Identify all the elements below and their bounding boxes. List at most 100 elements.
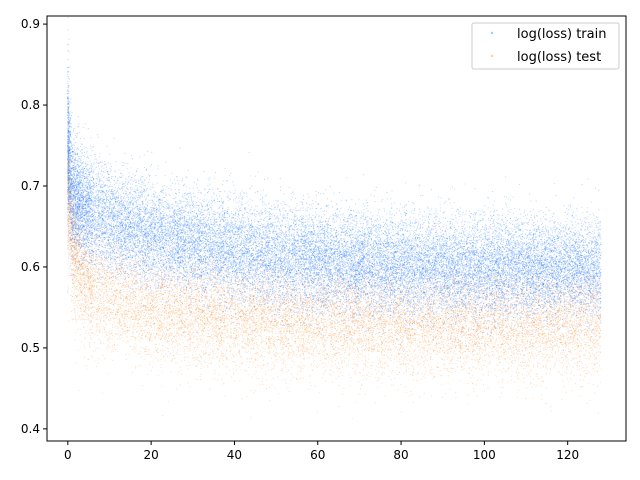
data-point [262, 378, 263, 379]
data-point [176, 352, 177, 353]
data-point [425, 321, 426, 322]
data-point [331, 312, 332, 313]
data-point [321, 332, 322, 333]
data-point [373, 331, 374, 332]
data-point [458, 332, 459, 333]
data-point [384, 335, 385, 336]
data-point [570, 324, 571, 325]
data-point [197, 338, 198, 339]
data-point [88, 292, 89, 293]
data-point [480, 355, 481, 356]
data-point [184, 330, 185, 331]
data-point [505, 338, 506, 339]
data-point [154, 295, 155, 296]
data-point [151, 333, 152, 334]
data-point [181, 334, 182, 335]
data-point [167, 324, 168, 325]
data-point [410, 354, 411, 355]
data-point [371, 365, 372, 366]
data-point [592, 369, 593, 370]
data-point [413, 320, 414, 321]
data-point [155, 347, 156, 348]
data-point [215, 328, 216, 329]
data-point [483, 338, 484, 339]
data-point [155, 303, 156, 304]
data-point [165, 318, 166, 319]
data-point [501, 372, 502, 373]
data-point [339, 385, 340, 386]
data-point [556, 322, 557, 323]
data-point [272, 317, 273, 318]
data-point [338, 376, 339, 377]
data-point [276, 303, 277, 304]
data-point [456, 322, 457, 323]
data-point [231, 358, 232, 359]
data-point [293, 331, 294, 332]
data-point [494, 296, 495, 297]
data-point [423, 340, 424, 341]
data-point [519, 323, 520, 324]
data-point [79, 299, 80, 300]
data-point [338, 317, 339, 318]
data-point [464, 351, 465, 352]
data-point [247, 358, 248, 359]
data-point [317, 331, 318, 332]
data-point [196, 331, 197, 332]
data-point [588, 358, 589, 359]
data-point [258, 378, 259, 379]
data-point [472, 336, 473, 337]
data-point [525, 292, 526, 293]
data-point [550, 354, 551, 355]
data-point [199, 287, 200, 288]
data-point [78, 293, 79, 294]
data-point [87, 295, 88, 296]
data-point [246, 359, 247, 360]
data-point [232, 343, 233, 344]
data-point [302, 327, 303, 328]
data-point [304, 335, 305, 336]
data-point [259, 329, 260, 330]
data-point [566, 329, 567, 330]
data-point [281, 278, 282, 279]
data-point [282, 316, 283, 317]
data-point [309, 281, 310, 282]
data-point [360, 373, 361, 374]
data-point [183, 297, 184, 298]
data-point [256, 286, 257, 287]
data-point [352, 368, 353, 369]
data-point [106, 293, 107, 294]
data-point [368, 344, 369, 345]
data-point [291, 285, 292, 286]
data-point [288, 349, 289, 350]
data-point [145, 302, 146, 303]
data-point [413, 334, 414, 335]
data-point [179, 271, 180, 272]
data-point [465, 290, 466, 291]
data-point [485, 348, 486, 349]
data-point [265, 283, 266, 284]
data-point [295, 330, 296, 331]
data-point [76, 281, 77, 282]
data-point [415, 345, 416, 346]
data-point [211, 295, 212, 296]
data-point [510, 332, 511, 333]
data-point [153, 320, 154, 321]
data-point [436, 300, 437, 301]
data-point [448, 311, 449, 312]
data-point [424, 319, 425, 320]
data-point [146, 351, 147, 352]
data-point [78, 329, 79, 330]
data-point [353, 348, 354, 349]
data-point [144, 309, 145, 310]
data-point [383, 316, 384, 317]
data-point [179, 337, 180, 338]
data-point [178, 273, 179, 274]
data-point [437, 327, 438, 328]
data-point [100, 329, 101, 330]
data-point [531, 330, 532, 331]
data-point [586, 333, 587, 334]
data-point [363, 379, 364, 380]
data-point [437, 339, 438, 340]
data-point [241, 331, 242, 332]
data-point [326, 276, 327, 277]
